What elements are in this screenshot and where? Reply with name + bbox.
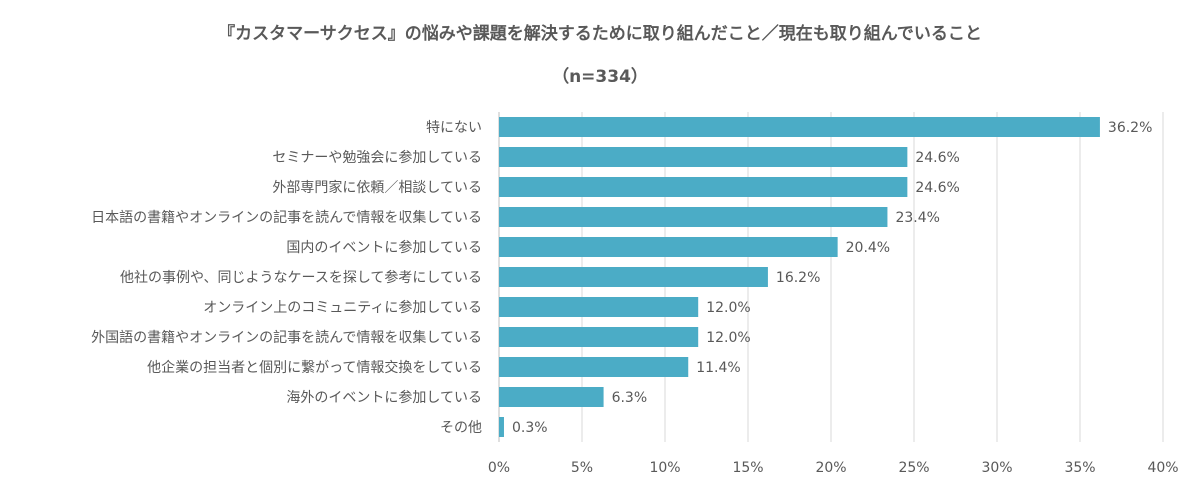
data-label: 24.6%: [915, 150, 959, 166]
bar: [499, 417, 504, 437]
data-label: 24.6%: [915, 180, 959, 196]
bar: [499, 177, 908, 197]
category-label: その他: [440, 420, 482, 436]
x-tick-label: 30%: [981, 460, 1012, 476]
category-label: 外国語の書籍やオンラインの記事を読んで情報を収集している: [91, 329, 482, 346]
bar: [499, 387, 604, 407]
bar: [499, 207, 888, 227]
data-label: 12.0%: [706, 300, 750, 316]
category-label: オンライン上のコミュニティに参加している: [203, 299, 482, 316]
data-label: 0.3%: [512, 420, 548, 436]
data-label: 20.4%: [846, 240, 890, 256]
x-tick-label: 20%: [815, 460, 846, 476]
data-label: 23.4%: [895, 210, 939, 226]
category-label: 他社の事例や、同じようなケースを探して参考にしている: [120, 269, 482, 286]
data-label: 36.2%: [1108, 120, 1152, 136]
x-tick-label: 15%: [732, 460, 763, 476]
x-tick-label: 35%: [1064, 460, 1095, 476]
x-tick-label: 5%: [571, 460, 593, 476]
category-label: 特にない: [426, 120, 482, 136]
bars: [499, 117, 1100, 437]
chart-title: 『カスタマーサクセス』の悩みや課題を解決するために取り組んだこと／現在も取り組ん…: [218, 24, 982, 44]
category-label: 外部専門家に依頼／相談している: [272, 179, 482, 196]
category-label: 他企業の担当者と個別に繋がって情報交換をしている: [147, 359, 482, 376]
data-labels: 36.2% 24.6% 24.6% 23.4% 20.4% 16.2% 12.0% 12.0%…: [512, 120, 1152, 436]
x-tick-label: 25%: [898, 460, 929, 476]
chart-subtitle: （n=334）: [552, 67, 648, 87]
x-tick-label: 40%: [1147, 460, 1178, 476]
category-label: 日本語の書籍やオンラインの記事を読んで情報を収集している: [91, 209, 482, 226]
bar: [499, 357, 689, 377]
x-tick-label: 0%: [488, 460, 510, 476]
data-label: 11.4%: [696, 360, 740, 376]
bar: [499, 237, 838, 257]
bar: [499, 327, 699, 347]
data-label: 16.2%: [776, 270, 820, 286]
x-axis-ticks: 0% 5% 10% 15% 20% 25% 30% 35% 40%: [488, 460, 1179, 476]
category-labels: 特にないセミナーや勉強会に参加している外部専門家に依頼／相談している日本語の書籍…: [91, 120, 482, 436]
bar: [499, 267, 768, 287]
category-label: セミナーや勉強会に参加している: [272, 149, 482, 166]
category-label: 国内のイベントに参加している: [286, 239, 482, 256]
bar: [499, 147, 908, 167]
bar: [499, 297, 699, 317]
category-label: 海外のイベントに参加している: [286, 389, 482, 406]
x-tick-label: 10%: [649, 460, 680, 476]
data-label: 12.0%: [706, 330, 750, 346]
bar: [499, 117, 1100, 137]
data-label: 6.3%: [612, 390, 648, 406]
